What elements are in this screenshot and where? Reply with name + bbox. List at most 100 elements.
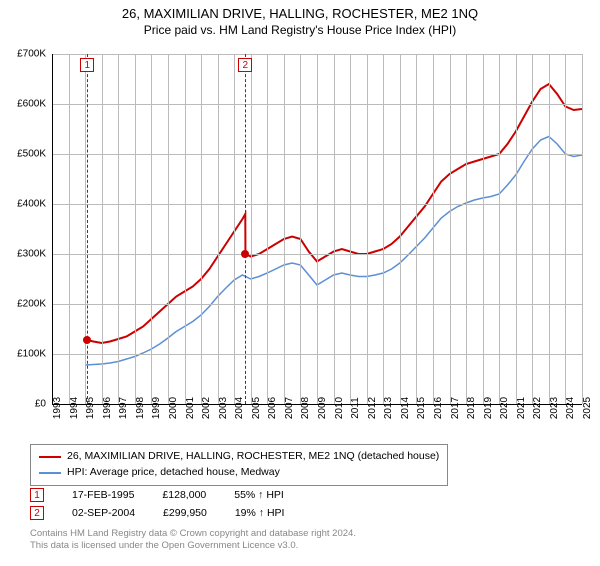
gridline-v (85, 54, 86, 404)
x-tick-label: 1997 (118, 397, 129, 419)
legend-row-property: 26, MAXIMILIAN DRIVE, HALLING, ROCHESTER… (39, 449, 439, 465)
gridline-v (135, 54, 136, 404)
x-tick-label: 2006 (267, 397, 278, 419)
y-tick-label: £300K (17, 249, 46, 260)
x-tick-label: 2022 (532, 397, 543, 419)
gridline-v (118, 54, 119, 404)
x-tick-label: 2001 (185, 397, 196, 419)
gridline-v (151, 54, 152, 404)
gridline-v (450, 54, 451, 404)
x-tick-label: 1999 (151, 397, 162, 419)
legend-label-hpi: HPI: Average price, detached house, Medw… (67, 465, 280, 481)
sale-vline-1 (87, 54, 88, 404)
gridline-v (52, 54, 53, 404)
sale-delta-2: 19% ↑ HPI (235, 507, 285, 519)
gridline-v (350, 54, 351, 404)
sale-vline-2 (245, 54, 246, 404)
sales-table: 1 17-FEB-1995 £128,000 55% ↑ HPI 2 02-SE… (30, 486, 284, 522)
x-tick-label: 2008 (300, 397, 311, 419)
gridline-v (582, 54, 583, 404)
gridline-v (267, 54, 268, 404)
sale-delta-1: 55% ↑ HPI (234, 489, 284, 501)
sale-price-1: £128,000 (162, 489, 206, 501)
x-tick-label: 2025 (582, 397, 593, 419)
gridline-v (383, 54, 384, 404)
gridline-v (499, 54, 500, 404)
x-tick-label: 2024 (565, 397, 576, 419)
x-tick-label: 1993 (52, 397, 63, 419)
gridline-v (102, 54, 103, 404)
gridline-v (168, 54, 169, 404)
y-tick-label: £700K (17, 49, 46, 60)
x-tick-label: 2000 (168, 397, 179, 419)
x-tick-label: 2016 (433, 397, 444, 419)
x-tick-label: 2015 (416, 397, 427, 419)
gridline-v (284, 54, 285, 404)
legend-row-hpi: HPI: Average price, detached house, Medw… (39, 465, 439, 481)
sale-dot-1 (83, 336, 91, 344)
x-tick-label: 1996 (102, 397, 113, 419)
legend-box: 26, MAXIMILIAN DRIVE, HALLING, ROCHESTER… (30, 444, 448, 486)
gridline-v (416, 54, 417, 404)
sale-marker-box-1: 1 (80, 58, 94, 72)
y-tick-label: £200K (17, 299, 46, 310)
sales-row-1: 1 17-FEB-1995 £128,000 55% ↑ HPI (30, 486, 284, 504)
sale-date-2: 02-SEP-2004 (72, 507, 135, 519)
legend-swatch-property (39, 456, 61, 458)
x-tick-label: 2019 (483, 397, 494, 419)
x-tick-label: 1994 (69, 397, 80, 419)
y-tick-label: £400K (17, 199, 46, 210)
gridline-v (367, 54, 368, 404)
x-tick-label: 2012 (367, 397, 378, 419)
x-tick-label: 2014 (400, 397, 411, 419)
sale-price-2: £299,950 (163, 507, 207, 519)
legend-swatch-hpi (39, 472, 61, 474)
gridline-v (400, 54, 401, 404)
gridline-v (69, 54, 70, 404)
y-tick-label: £0 (35, 399, 46, 410)
x-tick-label: 2010 (334, 397, 345, 419)
chart-title: 26, MAXIMILIAN DRIVE, HALLING, ROCHESTER… (0, 6, 600, 21)
gridline-v (433, 54, 434, 404)
gridline-v (300, 54, 301, 404)
gridline-v (532, 54, 533, 404)
gridline-v (549, 54, 550, 404)
gridline-v (334, 54, 335, 404)
gridline-v (251, 54, 252, 404)
x-tick-label: 2011 (350, 397, 361, 419)
footer-line-2: This data is licensed under the Open Gov… (30, 540, 356, 552)
x-tick-label: 2003 (218, 397, 229, 419)
x-tick-label: 2023 (549, 397, 560, 419)
sale-marker-2: 2 (30, 506, 44, 520)
x-tick-label: 2017 (450, 397, 461, 419)
sale-marker-box-2: 2 (238, 58, 252, 72)
sale-date-1: 17-FEB-1995 (72, 489, 134, 501)
gridline-v (218, 54, 219, 404)
sale-dot-2 (241, 250, 249, 258)
gridline-v (201, 54, 202, 404)
sales-row-2: 2 02-SEP-2004 £299,950 19% ↑ HPI (30, 504, 284, 522)
x-tick-label: 2020 (499, 397, 510, 419)
y-tick-label: £500K (17, 149, 46, 160)
legend-label-property: 26, MAXIMILIAN DRIVE, HALLING, ROCHESTER… (67, 449, 439, 465)
gridline-v (466, 54, 467, 404)
x-tick-label: 2007 (284, 397, 295, 419)
x-tick-label: 2021 (516, 397, 527, 419)
gridline-v (516, 54, 517, 404)
sale-marker-1: 1 (30, 488, 44, 502)
x-tick-label: 2013 (383, 397, 394, 419)
y-tick-label: £600K (17, 99, 46, 110)
x-tick-label: 2002 (201, 397, 212, 419)
footer-line-1: Contains HM Land Registry data © Crown c… (30, 528, 356, 540)
gridline-v (483, 54, 484, 404)
x-tick-label: 2018 (466, 397, 477, 419)
gridline-v (234, 54, 235, 404)
y-tick-label: £100K (17, 349, 46, 360)
gridline-v (565, 54, 566, 404)
x-tick-label: 2004 (234, 397, 245, 419)
chart-plot-area: £0£100K£200K£300K£400K£500K£600K£700K199… (52, 54, 582, 404)
gridline-v (185, 54, 186, 404)
x-tick-label: 2009 (317, 397, 328, 419)
chart-subtitle: Price paid vs. HM Land Registry's House … (0, 23, 600, 37)
x-tick-label: 1998 (135, 397, 146, 419)
